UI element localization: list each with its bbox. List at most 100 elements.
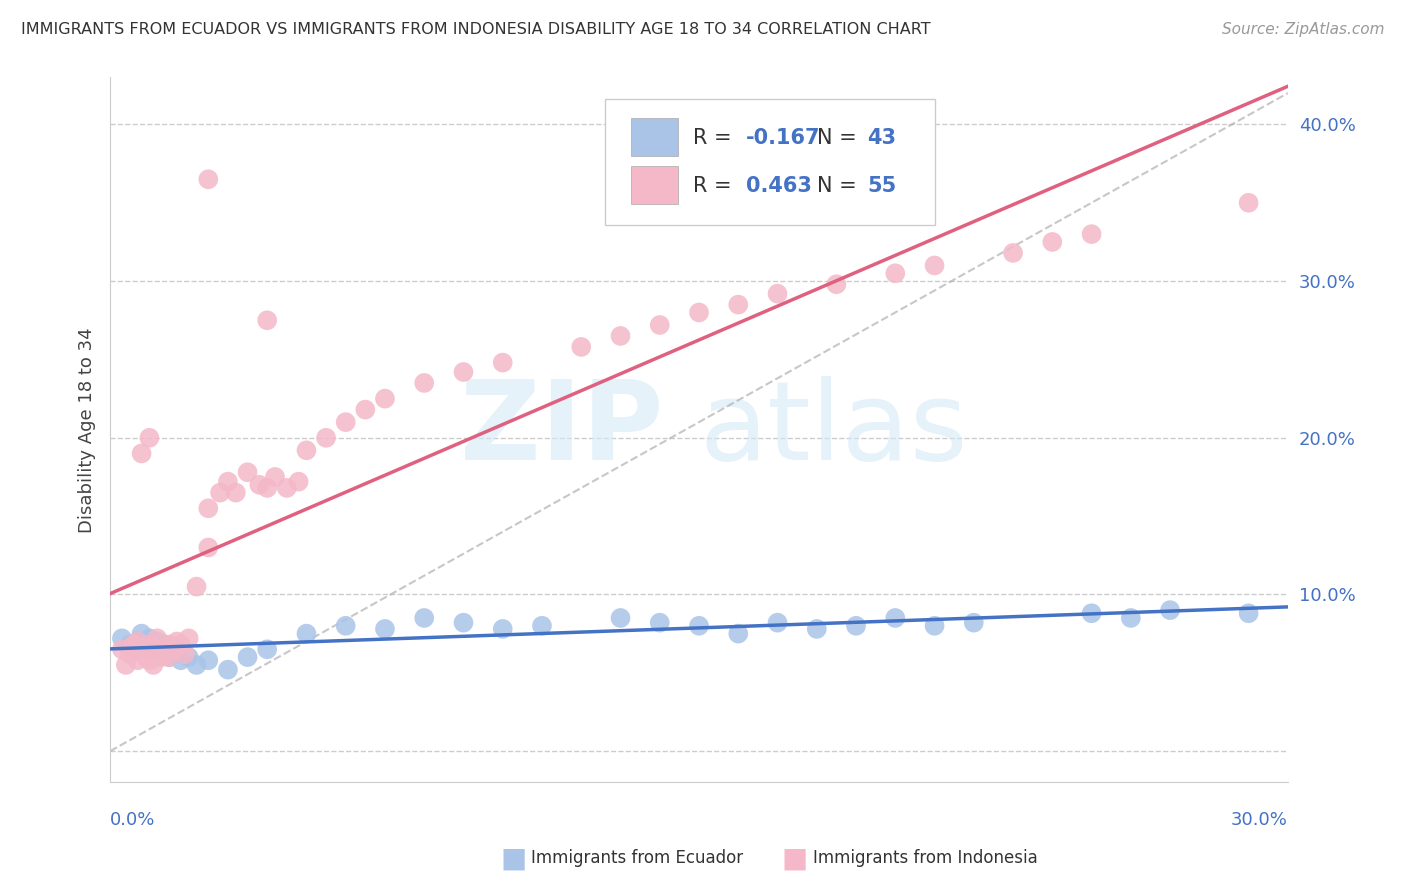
Point — [217, 475, 239, 489]
Point — [256, 313, 278, 327]
Point — [209, 485, 232, 500]
Point — [374, 622, 396, 636]
Point — [845, 619, 868, 633]
Point — [688, 619, 710, 633]
Point — [186, 657, 208, 672]
Point — [1080, 227, 1102, 241]
FancyBboxPatch shape — [605, 99, 935, 226]
Point — [150, 642, 173, 657]
Text: ■: ■ — [782, 844, 807, 872]
Point — [127, 653, 149, 667]
Point — [1237, 607, 1260, 621]
Point — [173, 647, 195, 661]
Point — [727, 626, 749, 640]
Point — [688, 305, 710, 319]
Point — [884, 611, 907, 625]
Text: -0.167: -0.167 — [747, 128, 821, 148]
Point — [413, 611, 436, 625]
Point — [170, 638, 193, 652]
Text: Immigrants from Ecuador: Immigrants from Ecuador — [531, 849, 744, 867]
Point — [146, 634, 169, 648]
Text: Source: ZipAtlas.com: Source: ZipAtlas.com — [1222, 22, 1385, 37]
FancyBboxPatch shape — [631, 118, 678, 156]
Point — [609, 611, 631, 625]
Point — [609, 329, 631, 343]
Text: 0.0%: 0.0% — [110, 811, 156, 829]
Text: R =: R = — [693, 128, 738, 148]
Point — [315, 431, 337, 445]
Point — [138, 638, 160, 652]
Point — [150, 650, 173, 665]
Point — [177, 650, 200, 665]
Point — [138, 431, 160, 445]
Text: N =: N = — [817, 176, 863, 196]
Point — [197, 172, 219, 186]
Point — [118, 638, 141, 652]
Point — [335, 415, 357, 429]
Point — [453, 365, 475, 379]
Text: 0.463: 0.463 — [747, 176, 813, 196]
Point — [374, 392, 396, 406]
Point — [884, 266, 907, 280]
Point — [530, 619, 553, 633]
Point — [146, 642, 169, 657]
Point — [157, 650, 180, 665]
Point — [295, 443, 318, 458]
Point — [153, 642, 176, 657]
Point — [247, 477, 270, 491]
Point — [197, 541, 219, 555]
Point — [1080, 607, 1102, 621]
Point — [186, 580, 208, 594]
Point — [766, 286, 789, 301]
Point — [766, 615, 789, 630]
Point — [1119, 611, 1142, 625]
Point — [825, 277, 848, 292]
Point — [138, 642, 160, 657]
Text: IMMIGRANTS FROM ECUADOR VS IMMIGRANTS FROM INDONESIA DISABILITY AGE 18 TO 34 COR: IMMIGRANTS FROM ECUADOR VS IMMIGRANTS FR… — [21, 22, 931, 37]
Point — [131, 626, 153, 640]
Point — [153, 638, 176, 652]
Point — [131, 446, 153, 460]
Point — [127, 634, 149, 648]
Point — [963, 615, 986, 630]
Text: 30.0%: 30.0% — [1232, 811, 1288, 829]
Point — [142, 657, 165, 672]
Point — [492, 355, 515, 369]
Point — [118, 647, 141, 661]
Point — [157, 650, 180, 665]
Text: ■: ■ — [501, 844, 526, 872]
Point — [122, 638, 145, 652]
Text: 43: 43 — [868, 128, 897, 148]
Point — [335, 619, 357, 633]
Point — [806, 622, 828, 636]
Point — [162, 647, 184, 661]
Text: Immigrants from Indonesia: Immigrants from Indonesia — [813, 849, 1038, 867]
Point — [287, 475, 309, 489]
Point — [1040, 235, 1063, 249]
Text: 55: 55 — [868, 176, 897, 196]
Point — [162, 642, 184, 657]
Point — [256, 481, 278, 495]
Point — [413, 376, 436, 390]
Point — [122, 642, 145, 657]
Point — [177, 632, 200, 646]
Point — [197, 653, 219, 667]
Point — [134, 638, 156, 652]
Point — [1002, 246, 1025, 260]
Point — [648, 615, 671, 630]
FancyBboxPatch shape — [631, 166, 678, 204]
Point — [138, 632, 160, 646]
Point — [170, 653, 193, 667]
Point — [115, 657, 138, 672]
Point — [142, 638, 165, 652]
Point — [276, 481, 298, 495]
Point — [166, 634, 188, 648]
Y-axis label: Disability Age 18 to 34: Disability Age 18 to 34 — [79, 327, 96, 533]
Point — [111, 632, 134, 646]
Point — [236, 465, 259, 479]
Text: ZIP: ZIP — [460, 376, 664, 483]
Point — [131, 642, 153, 657]
Point — [1237, 195, 1260, 210]
Point — [197, 501, 219, 516]
Point — [492, 622, 515, 636]
